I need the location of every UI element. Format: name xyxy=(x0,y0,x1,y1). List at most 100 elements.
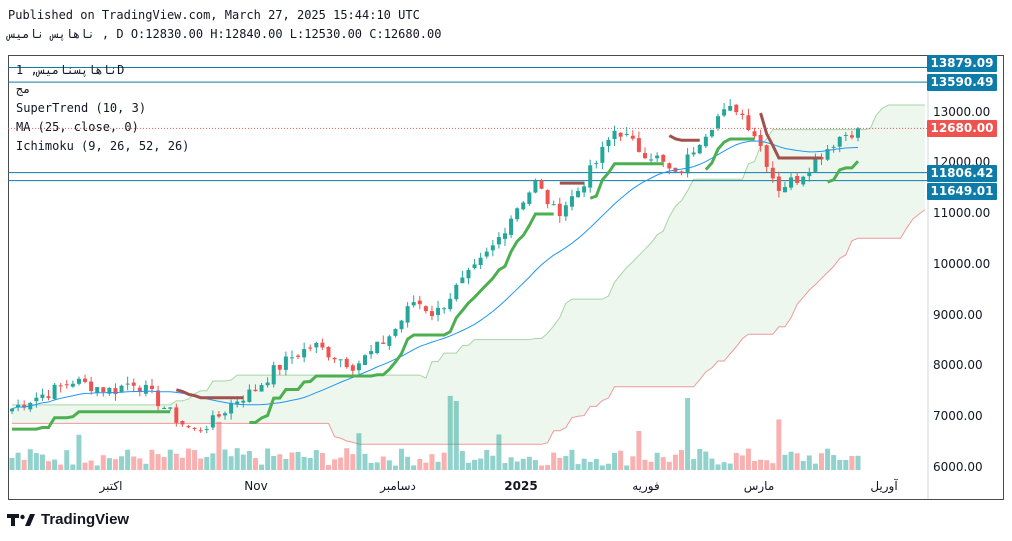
chart-pane[interactable] xyxy=(8,55,1004,500)
supertrend-up-line xyxy=(12,410,171,431)
last-price-label: 12680.00 xyxy=(927,120,997,137)
volume-bar xyxy=(490,455,496,470)
candle-body xyxy=(223,413,228,416)
volume-bar xyxy=(283,458,289,470)
volume-bar xyxy=(514,461,520,470)
volume-bar xyxy=(447,395,453,470)
candle-body xyxy=(247,389,252,402)
candle-body xyxy=(387,336,392,346)
tradingview-logo-icon xyxy=(7,513,35,526)
volume-bar xyxy=(76,434,82,470)
legend-ichimoku[interactable]: Ichimoku (9, 26, 52, 26) xyxy=(16,139,190,153)
y-tick: 9000.00 xyxy=(933,308,983,322)
candle-body xyxy=(600,146,605,163)
candle-body xyxy=(296,355,301,357)
candle-body xyxy=(265,382,270,386)
volume-bar xyxy=(228,456,234,470)
volume-bar xyxy=(131,456,137,470)
volume-bar xyxy=(800,461,806,470)
volume-bar xyxy=(508,457,514,470)
tradingview-logo[interactable]: TradingView xyxy=(7,511,129,528)
volume-bar xyxy=(204,457,210,470)
volume-bar xyxy=(356,433,362,470)
candle-body xyxy=(241,400,246,403)
candle-body xyxy=(344,358,349,368)
candle-body xyxy=(149,385,154,390)
candle-body xyxy=(496,237,501,245)
candle-body xyxy=(460,277,465,284)
volume-bar xyxy=(210,453,216,470)
volume-bar xyxy=(405,456,411,470)
y-tick: 8000.00 xyxy=(933,358,983,372)
supertrend-up-line xyxy=(589,162,664,200)
volume-bar xyxy=(721,462,727,470)
supertrend-up-line xyxy=(827,160,860,184)
volume-bar xyxy=(277,454,283,470)
candle-body xyxy=(326,346,331,358)
volume-bar xyxy=(252,458,258,470)
x-label: فوريه xyxy=(632,479,660,493)
volume-bar xyxy=(666,461,672,470)
candle-body xyxy=(539,180,544,189)
legend-symbol[interactable]: ناهاپسناميس, 1D xyxy=(16,63,125,77)
volume-bar xyxy=(709,458,715,470)
candle-body xyxy=(34,397,39,402)
candle-body xyxy=(442,308,447,310)
legend-ma[interactable]: MA (25, close, 0) xyxy=(16,120,139,134)
candle-body xyxy=(642,153,647,159)
x-label: آوريل xyxy=(870,479,898,493)
volume-bar xyxy=(155,454,161,470)
volume-bar xyxy=(289,452,295,470)
volume-bar xyxy=(776,419,782,470)
volume-bar xyxy=(198,458,204,470)
volume-bar xyxy=(825,448,831,470)
candle-body xyxy=(436,307,441,315)
volume-bar xyxy=(782,454,788,470)
candle-body xyxy=(594,163,599,165)
volume-bar xyxy=(265,448,271,470)
candle-body xyxy=(429,311,434,317)
candle-body xyxy=(655,155,660,159)
legend-supertrend[interactable]: SuperTrend (10, 3) xyxy=(16,101,147,115)
candle-body xyxy=(752,131,757,137)
y-tick: 11000.00 xyxy=(933,206,991,220)
candle-body xyxy=(758,134,763,146)
candle-body xyxy=(320,342,325,348)
level-label: 13590.49 xyxy=(927,74,997,91)
candle-body xyxy=(478,257,483,266)
volume-bar xyxy=(605,463,611,470)
candle-body xyxy=(831,146,836,148)
x-label: دسامبر xyxy=(380,479,416,493)
candle-body xyxy=(515,208,520,220)
volume-bar xyxy=(125,449,131,470)
volume-bar xyxy=(599,465,605,470)
candle-body xyxy=(484,251,489,257)
volume-bar xyxy=(472,459,478,470)
volume-bar xyxy=(697,448,703,470)
volume-bar xyxy=(271,456,277,470)
candle-body xyxy=(667,163,672,169)
volume-bar xyxy=(831,455,837,470)
volume-bar xyxy=(417,458,423,470)
candle-body xyxy=(472,264,477,268)
volume-bar xyxy=(39,454,45,470)
volume-bar xyxy=(423,462,429,470)
volume-bar xyxy=(551,452,557,470)
candle-body xyxy=(119,385,124,393)
candle-body xyxy=(332,357,337,360)
candle-body xyxy=(107,387,112,394)
volume-bar xyxy=(569,449,575,470)
volume-bar xyxy=(70,464,76,470)
volume-bar xyxy=(411,465,417,470)
candle-body xyxy=(661,154,666,162)
volume-bar xyxy=(167,449,173,470)
candle-body xyxy=(16,404,21,408)
volume-bar xyxy=(259,464,265,470)
volume-bar xyxy=(593,458,599,470)
volume-bar xyxy=(386,460,392,470)
candle-body xyxy=(703,136,708,147)
volume-bar xyxy=(581,458,587,470)
candle-body xyxy=(40,394,45,398)
volume-bar xyxy=(392,465,398,470)
